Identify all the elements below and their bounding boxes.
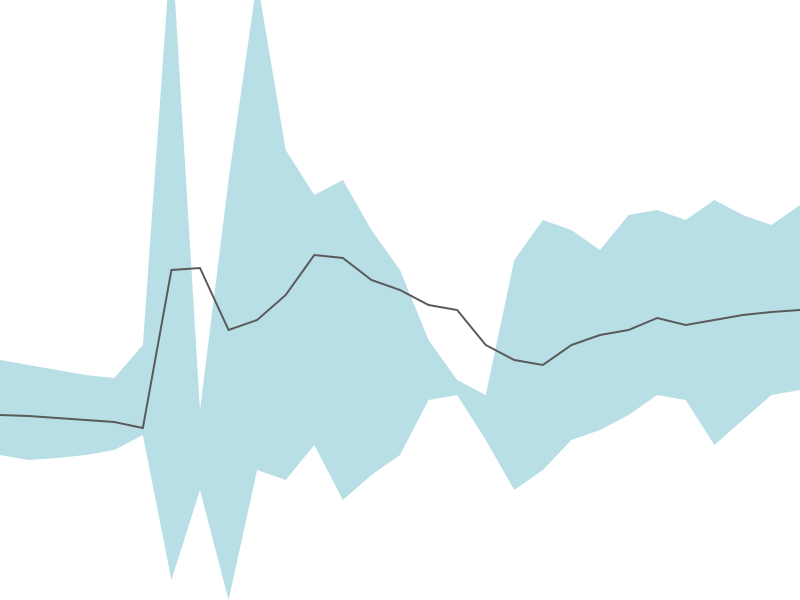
chart-svg: [0, 0, 800, 600]
confidence-band-chart: [0, 0, 800, 600]
